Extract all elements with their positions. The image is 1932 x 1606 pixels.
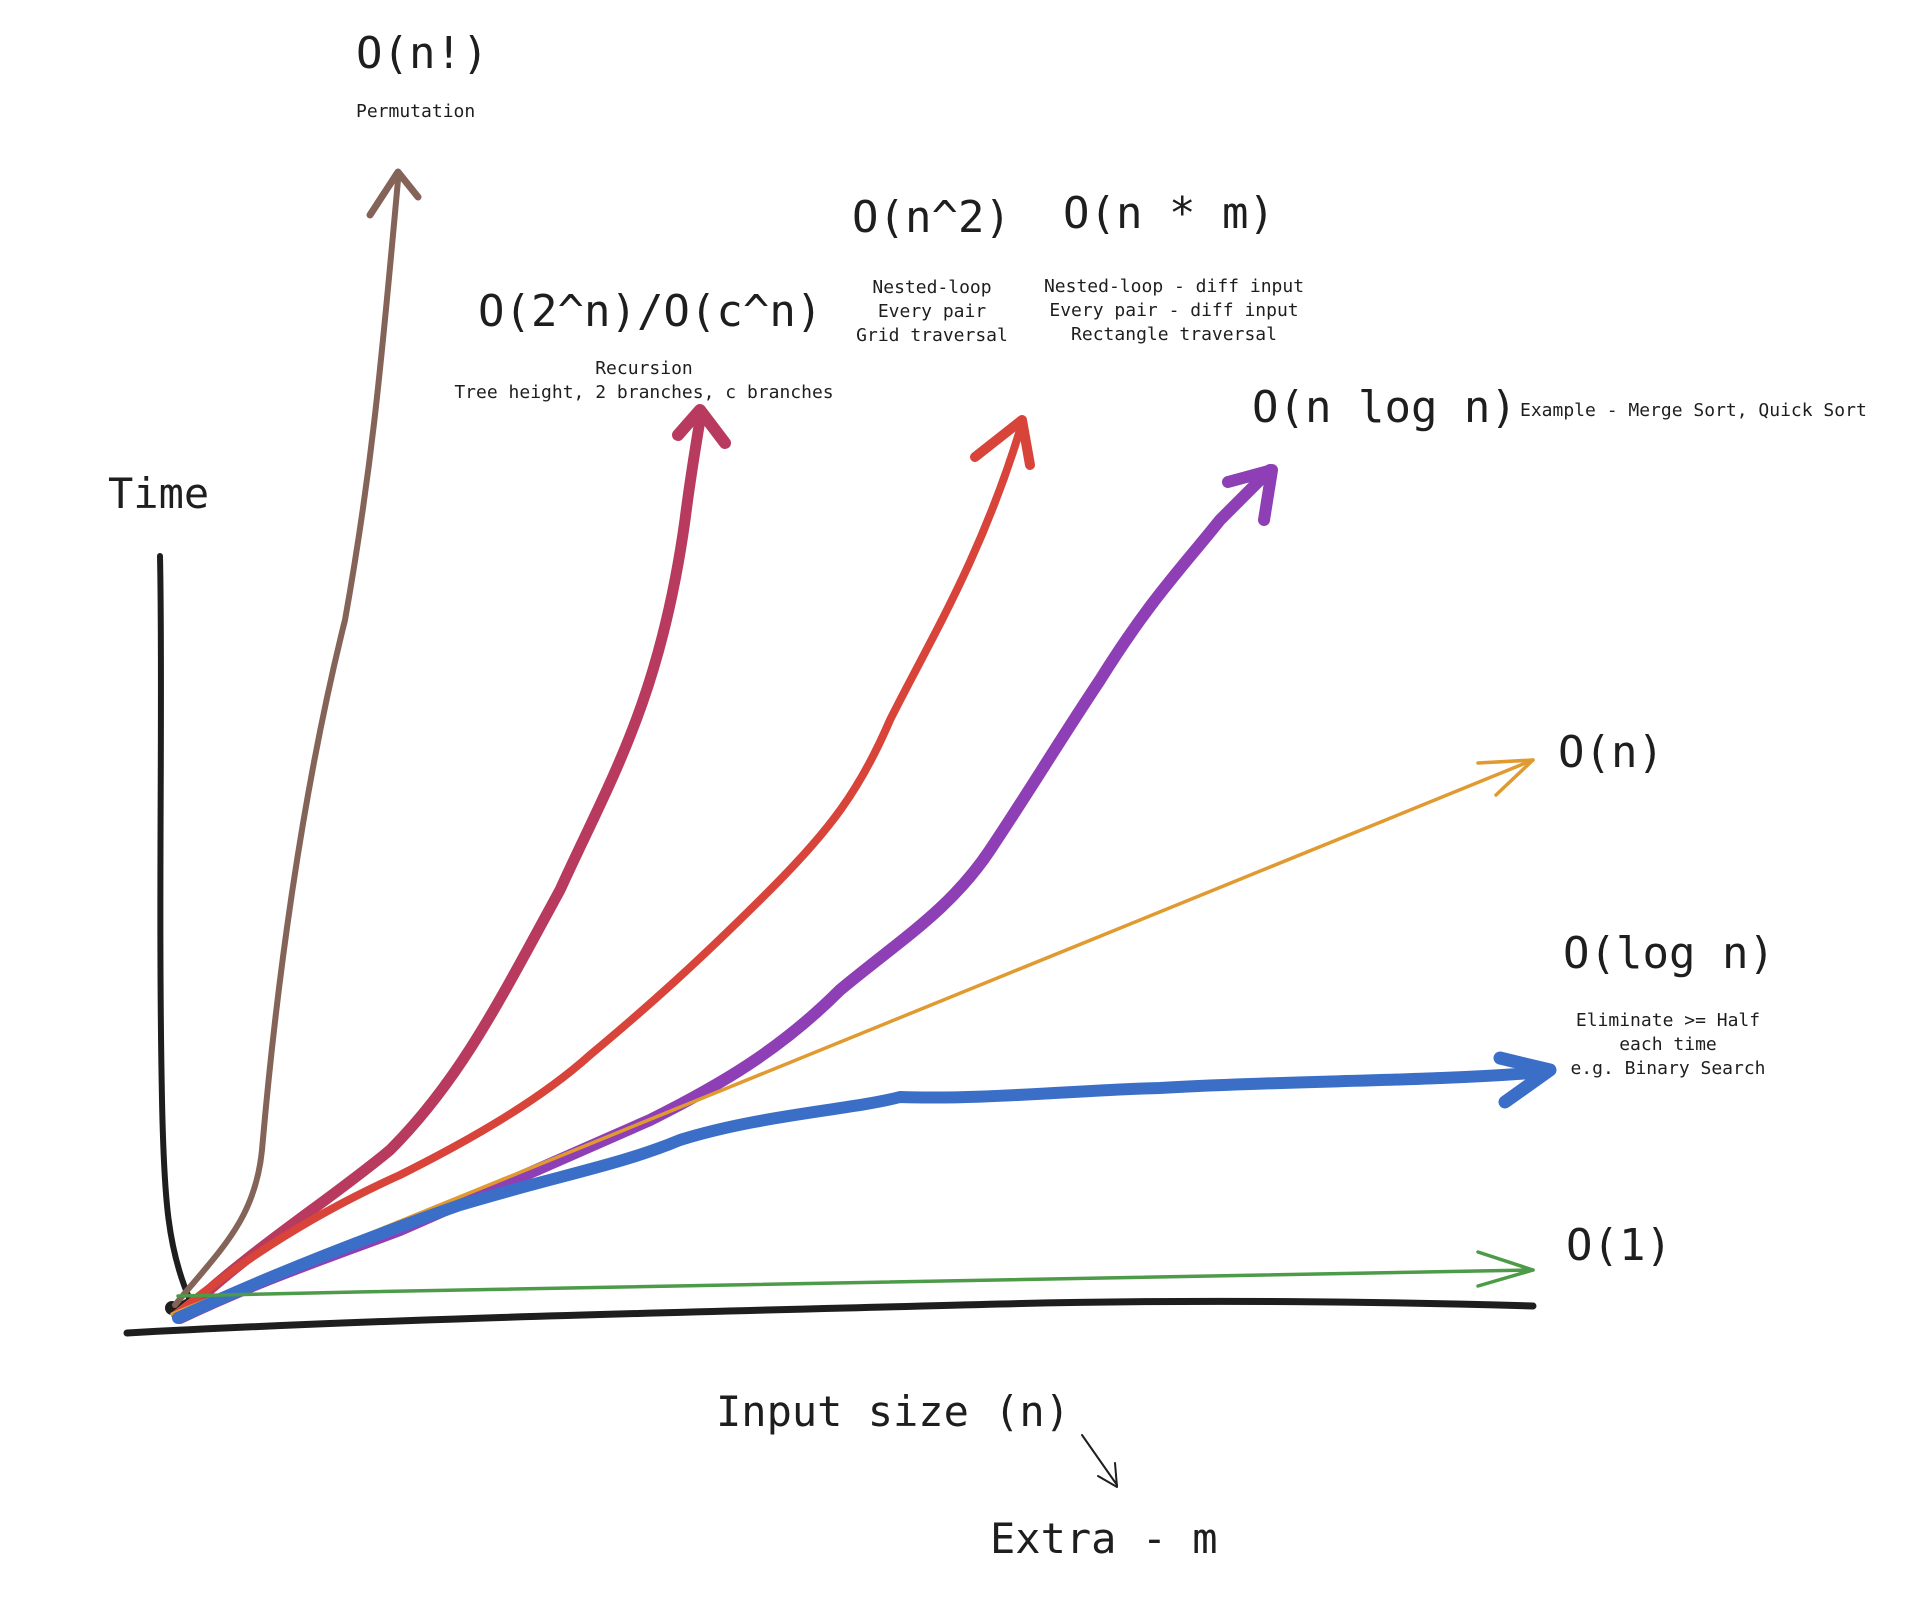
linear-arrowhead: [1476, 758, 1535, 797]
n-times-m-note-1: Nested-loop - diff input: [1044, 276, 1304, 297]
n-log-n-arrowhead: [1222, 464, 1278, 526]
factorial-note: Permutation: [356, 101, 475, 122]
x-axis-label: Input size (n): [716, 1387, 1070, 1436]
logarithmic-note-2: each time: [1619, 1034, 1717, 1055]
quadratic-curve: [171, 426, 1024, 1319]
quadratic-note-3: Grid traversal: [856, 325, 1008, 346]
linear-label: O(n): [1558, 727, 1664, 778]
exponential-label: O(2^n)/O(c^n): [478, 286, 822, 337]
factorial-label: O(n!): [356, 28, 488, 79]
n-log-n-label: O(n log n): [1252, 382, 1517, 433]
quadratic-note-1: Nested-loop: [872, 277, 991, 298]
factorial-curve: [172, 177, 401, 1308]
factorial-arrowhead: [366, 168, 422, 219]
constant-arrowhead: [1476, 1250, 1535, 1288]
extra-arrow: [1081, 1434, 1118, 1486]
logarithmic-arrowhead: [1493, 1051, 1557, 1109]
quadratic-arrowhead: [970, 415, 1035, 470]
y-axis: [157, 553, 193, 1313]
quadratic-label: O(n^2): [852, 192, 1011, 243]
x-extra-label: Extra - m: [990, 1514, 1218, 1563]
n-times-m-note-3: Rectangle traversal: [1071, 324, 1277, 345]
n-times-m-label: O(n * m): [1063, 188, 1275, 239]
extra-arrowhead: [1097, 1462, 1118, 1488]
constant-label: O(1): [1566, 1220, 1672, 1271]
y-axis-label: Time: [108, 469, 209, 518]
quadratic-note-2: Every pair: [878, 301, 987, 322]
logarithmic-note-1: Eliminate >= Half: [1576, 1010, 1760, 1031]
n-times-m-note-2: Every pair - diff input: [1049, 300, 1298, 321]
exponential-note-2: Tree height, 2 branches, c branches: [454, 382, 833, 403]
exponential-curve: [179, 414, 706, 1318]
x-axis: [123, 1297, 1537, 1337]
exponential-note-1: Recursion: [595, 358, 693, 379]
n-log-n-note: Example - Merge Sort, Quick Sort: [1520, 400, 1867, 421]
logarithmic-curve: [172, 1066, 1551, 1324]
constant-line: [176, 1268, 1535, 1298]
exponential-arrowhead: [672, 404, 731, 449]
logarithmic-note-3: e.g. Binary Search: [1570, 1058, 1765, 1079]
logarithmic-label: O(log n): [1563, 928, 1775, 979]
